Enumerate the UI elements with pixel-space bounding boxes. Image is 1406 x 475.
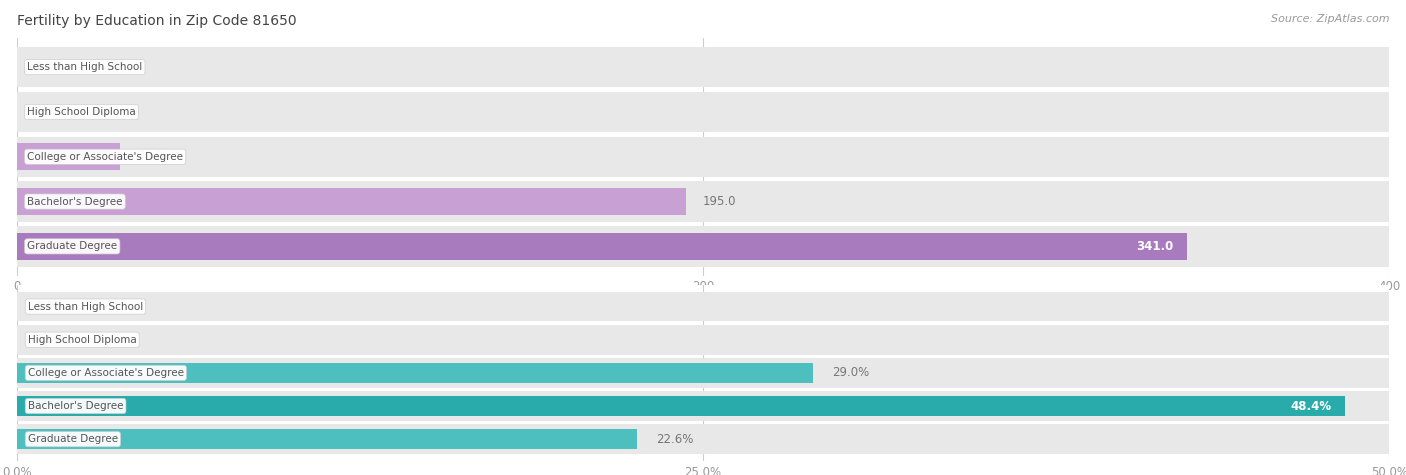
Text: 195.0: 195.0 (703, 195, 737, 208)
Bar (17, 358, 1389, 388)
Bar (17, 188, 686, 215)
Text: Less than High School: Less than High School (27, 62, 142, 72)
Text: 30.0: 30.0 (136, 150, 163, 163)
Bar (17, 363, 813, 383)
Bar (17, 181, 1389, 222)
Text: Graduate Degree: Graduate Degree (27, 241, 117, 251)
Bar (17, 396, 1346, 416)
Bar (17, 233, 1187, 260)
Bar (17, 137, 1389, 177)
Bar (17, 143, 120, 170)
Bar (17, 325, 1389, 355)
Text: 0.0: 0.0 (34, 61, 52, 74)
Text: 0.0%: 0.0% (37, 300, 66, 313)
Text: High School Diploma: High School Diploma (27, 107, 136, 117)
Bar (17, 292, 1389, 322)
Text: Less than High School: Less than High School (28, 302, 143, 312)
Text: 0.0: 0.0 (34, 105, 52, 118)
Text: Bachelor's Degree: Bachelor's Degree (27, 197, 122, 207)
Text: College or Associate's Degree: College or Associate's Degree (28, 368, 184, 378)
Text: Fertility by Education in Zip Code 81650: Fertility by Education in Zip Code 81650 (17, 14, 297, 28)
Bar (17, 429, 637, 449)
Text: College or Associate's Degree: College or Associate's Degree (27, 152, 183, 162)
Text: 48.4%: 48.4% (1291, 399, 1331, 412)
Text: Bachelor's Degree: Bachelor's Degree (28, 401, 124, 411)
Text: 0.0%: 0.0% (37, 333, 66, 346)
Text: High School Diploma: High School Diploma (28, 335, 136, 345)
Text: Graduate Degree: Graduate Degree (28, 434, 118, 444)
Bar (17, 424, 1389, 454)
Text: 29.0%: 29.0% (832, 366, 869, 380)
Bar (17, 226, 1389, 266)
Bar (17, 391, 1389, 421)
Bar (17, 47, 1389, 87)
Bar (17, 92, 1389, 132)
Text: 341.0: 341.0 (1136, 240, 1173, 253)
Text: Source: ZipAtlas.com: Source: ZipAtlas.com (1271, 14, 1389, 24)
Text: 22.6%: 22.6% (657, 433, 693, 446)
